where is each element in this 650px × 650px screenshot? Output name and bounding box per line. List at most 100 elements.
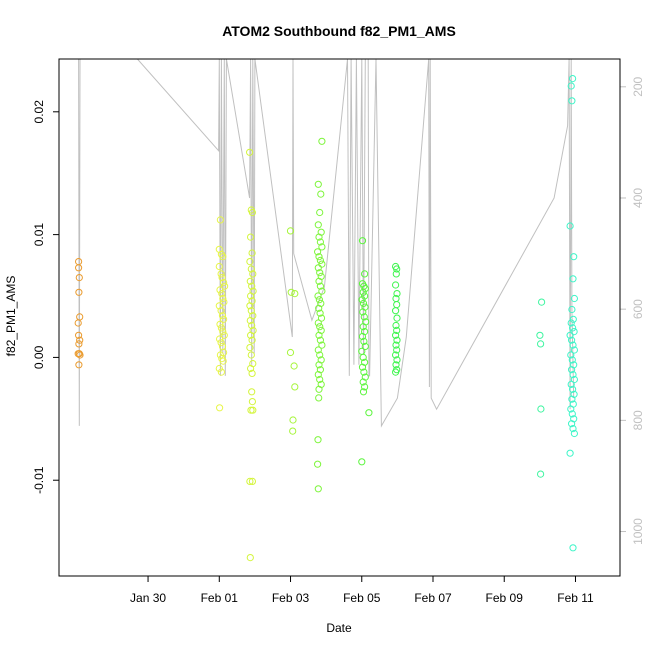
data-point [359, 299, 368, 307]
data-point [248, 388, 256, 396]
data-point [314, 371, 322, 379]
data-point [314, 436, 322, 444]
data-point [314, 264, 322, 272]
y-axis-label: f82_PM1_AMS [4, 276, 18, 357]
data-point [361, 285, 369, 293]
series-group [286, 227, 299, 435]
data-point [568, 97, 576, 105]
data-point [248, 398, 256, 406]
data-point [392, 281, 400, 289]
data-point [570, 429, 579, 438]
data-point [220, 315, 228, 323]
data-point [219, 294, 227, 303]
data-point [393, 336, 401, 344]
data-point [316, 208, 324, 217]
data-point [569, 341, 577, 349]
data-point [218, 274, 226, 282]
data-point [315, 296, 323, 304]
plot-frame [58, 58, 621, 577]
data-point [246, 344, 254, 352]
data-point [360, 337, 368, 345]
data-point [318, 260, 326, 268]
data-point [569, 544, 577, 552]
data-point [361, 292, 369, 300]
data-point [392, 331, 400, 339]
data-point [218, 290, 226, 298]
data-point [216, 286, 224, 294]
data-point [570, 328, 578, 336]
data-point [217, 307, 225, 315]
series-group [536, 298, 546, 478]
data-point [289, 416, 297, 424]
series-group [215, 216, 229, 412]
data-point [247, 364, 255, 373]
data-point [75, 340, 83, 348]
data-point [290, 362, 298, 370]
x-tick-label: Jan 30 [130, 591, 166, 605]
data-point [75, 331, 83, 339]
data-point [392, 368, 400, 376]
data-point [75, 361, 83, 369]
data-point [76, 351, 84, 359]
data-point [248, 369, 256, 377]
data-point [318, 137, 326, 145]
data-point [318, 287, 326, 295]
data-point [569, 371, 577, 379]
data-point [566, 222, 574, 230]
data-point [392, 361, 400, 369]
data-point [246, 477, 254, 485]
data-point [216, 404, 224, 412]
data-point [392, 307, 400, 315]
data-point [247, 307, 255, 315]
data-point [246, 258, 254, 266]
data-point [569, 315, 577, 323]
series-group [358, 237, 373, 466]
data-point [248, 477, 256, 485]
data-point [316, 336, 324, 344]
data-point [570, 375, 579, 384]
data-point [359, 323, 367, 331]
data-point [218, 312, 227, 320]
data-point [568, 420, 576, 428]
data-point [570, 253, 578, 261]
data-point [247, 265, 255, 273]
data-point [359, 308, 367, 316]
data-point [537, 405, 545, 413]
data-point [316, 282, 324, 290]
data-point [318, 243, 326, 251]
series-group [566, 75, 579, 552]
data-point [393, 314, 401, 322]
data-point [537, 470, 545, 478]
data-point [76, 336, 84, 344]
data-point [316, 238, 324, 246]
data-point [75, 264, 83, 272]
data-point [316, 256, 324, 264]
secondary-y-axis: 200 400 600 800 1000 [620, 76, 645, 545]
data-point [567, 351, 575, 359]
data-point [75, 274, 83, 282]
data-point [318, 341, 326, 349]
y2-tick-label: 400 [631, 188, 645, 208]
data-point [358, 332, 367, 341]
data-point [249, 270, 257, 278]
data-point [570, 294, 579, 303]
data-point [215, 262, 223, 271]
data-point [291, 290, 299, 298]
data-point [359, 353, 367, 361]
data-point [569, 425, 577, 433]
series-group [246, 148, 257, 562]
data-point [217, 270, 225, 278]
data-point [314, 485, 322, 493]
data-point [392, 341, 400, 349]
data-point [220, 278, 228, 287]
data-point [360, 313, 368, 321]
data-point [315, 304, 323, 312]
data-point [316, 375, 324, 384]
data-point [569, 275, 577, 283]
data-point [75, 288, 83, 296]
data-point [248, 282, 256, 290]
data-point [393, 346, 401, 354]
data-point [219, 253, 227, 261]
data-point [247, 233, 255, 241]
data-point [567, 380, 575, 388]
